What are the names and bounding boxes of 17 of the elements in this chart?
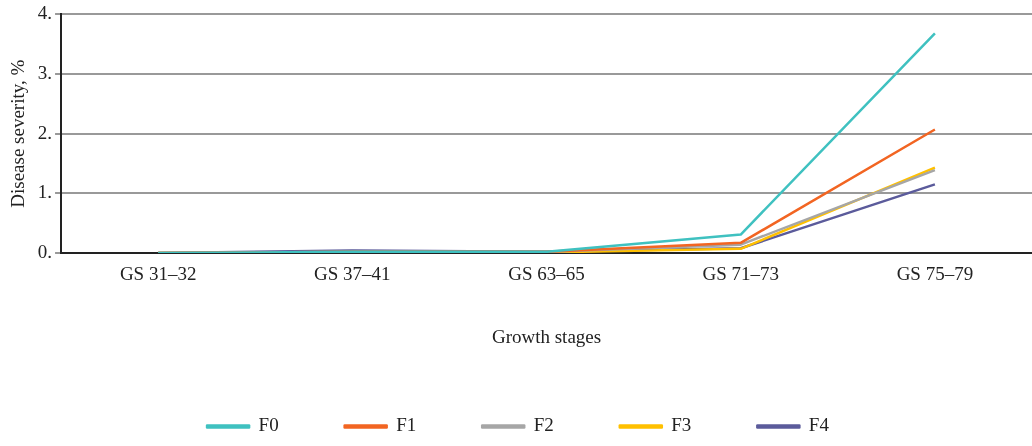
y-tick-label: 0. xyxy=(37,240,53,262)
y-tick-label: 2. xyxy=(37,121,53,143)
x-tick-label: GS 63–65 xyxy=(508,263,585,285)
legend-label: F2 xyxy=(533,414,554,436)
x-tick-label: GS 31–32 xyxy=(119,263,197,285)
legend-label: F3 xyxy=(671,414,692,436)
y-tick-label: 4. xyxy=(37,2,53,24)
legend-label: F0 xyxy=(258,414,279,436)
x-tick-label: GS 37–41 xyxy=(314,263,391,285)
x-tick-label: GS 75–79 xyxy=(896,263,974,285)
y-axis-title: Disease severity, % xyxy=(7,59,29,208)
y-tick-label: 1. xyxy=(37,181,53,203)
legend-label: F4 xyxy=(808,414,830,436)
x-axis-title: Growth stages xyxy=(491,325,602,347)
legend-label: F1 xyxy=(396,414,417,436)
x-tick-label: GS 71–73 xyxy=(702,263,779,285)
y-tick-label: 3. xyxy=(37,62,53,84)
